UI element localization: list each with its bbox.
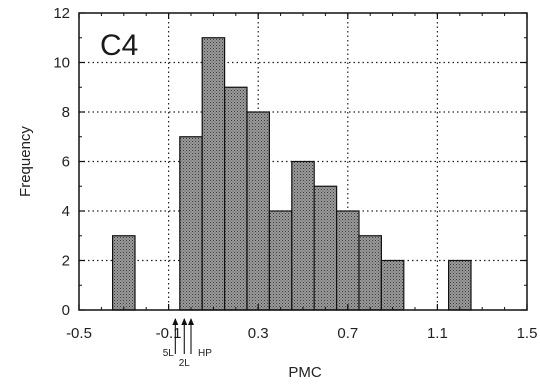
x-tick-label: 0.7 [337,325,358,342]
histogram-bar [201,37,226,311]
marker-arrowhead [172,318,179,325]
x-tick-label: -0.5 [66,325,92,342]
histogram-bar [313,185,338,311]
histogram-bar [111,235,136,311]
histogram-bar [380,259,405,311]
tick-marks [78,12,528,311]
bars [111,37,472,311]
histogram-bar [336,210,360,311]
histogram-bar [291,160,315,311]
histogram-bar [246,111,270,311]
marker-label: 5L [163,348,175,359]
histogram-bar [448,259,472,311]
x-tick-label: 1.5 [517,325,538,342]
y-tick-label: 4 [62,203,70,220]
y-axis-title: Frequency [17,126,34,197]
x-tick-label: 0.3 [248,325,269,342]
y-tick-label: 10 [53,55,70,72]
histogram-bar [358,235,382,311]
y-tick-label: 12 [53,5,70,22]
y-tick-label: 8 [62,104,70,121]
y-tick-label: 2 [62,253,70,270]
x-tick-label: 1.1 [427,325,448,342]
marker-label: 2L [179,358,191,369]
x-axis-title: PMC [288,364,322,381]
histogram-bar [224,86,248,311]
markers: 5L 2L HP [163,318,212,369]
histogram-bar [268,210,293,311]
marker-arrowhead [181,318,188,325]
y-tick-label: 0 [62,302,70,319]
y-tick-label: 6 [62,154,70,171]
x-tick-label: -0.1 [156,325,182,342]
marker-arrowhead [188,318,194,325]
tick-labels: -0.5 -0.1 0.3 0.7 1.1 1.5 0 2 4 6 8 10 12 [53,5,537,342]
histogram-bar [179,136,203,311]
marker-label: HP [198,348,212,359]
panel-label: C4 [100,29,138,62]
